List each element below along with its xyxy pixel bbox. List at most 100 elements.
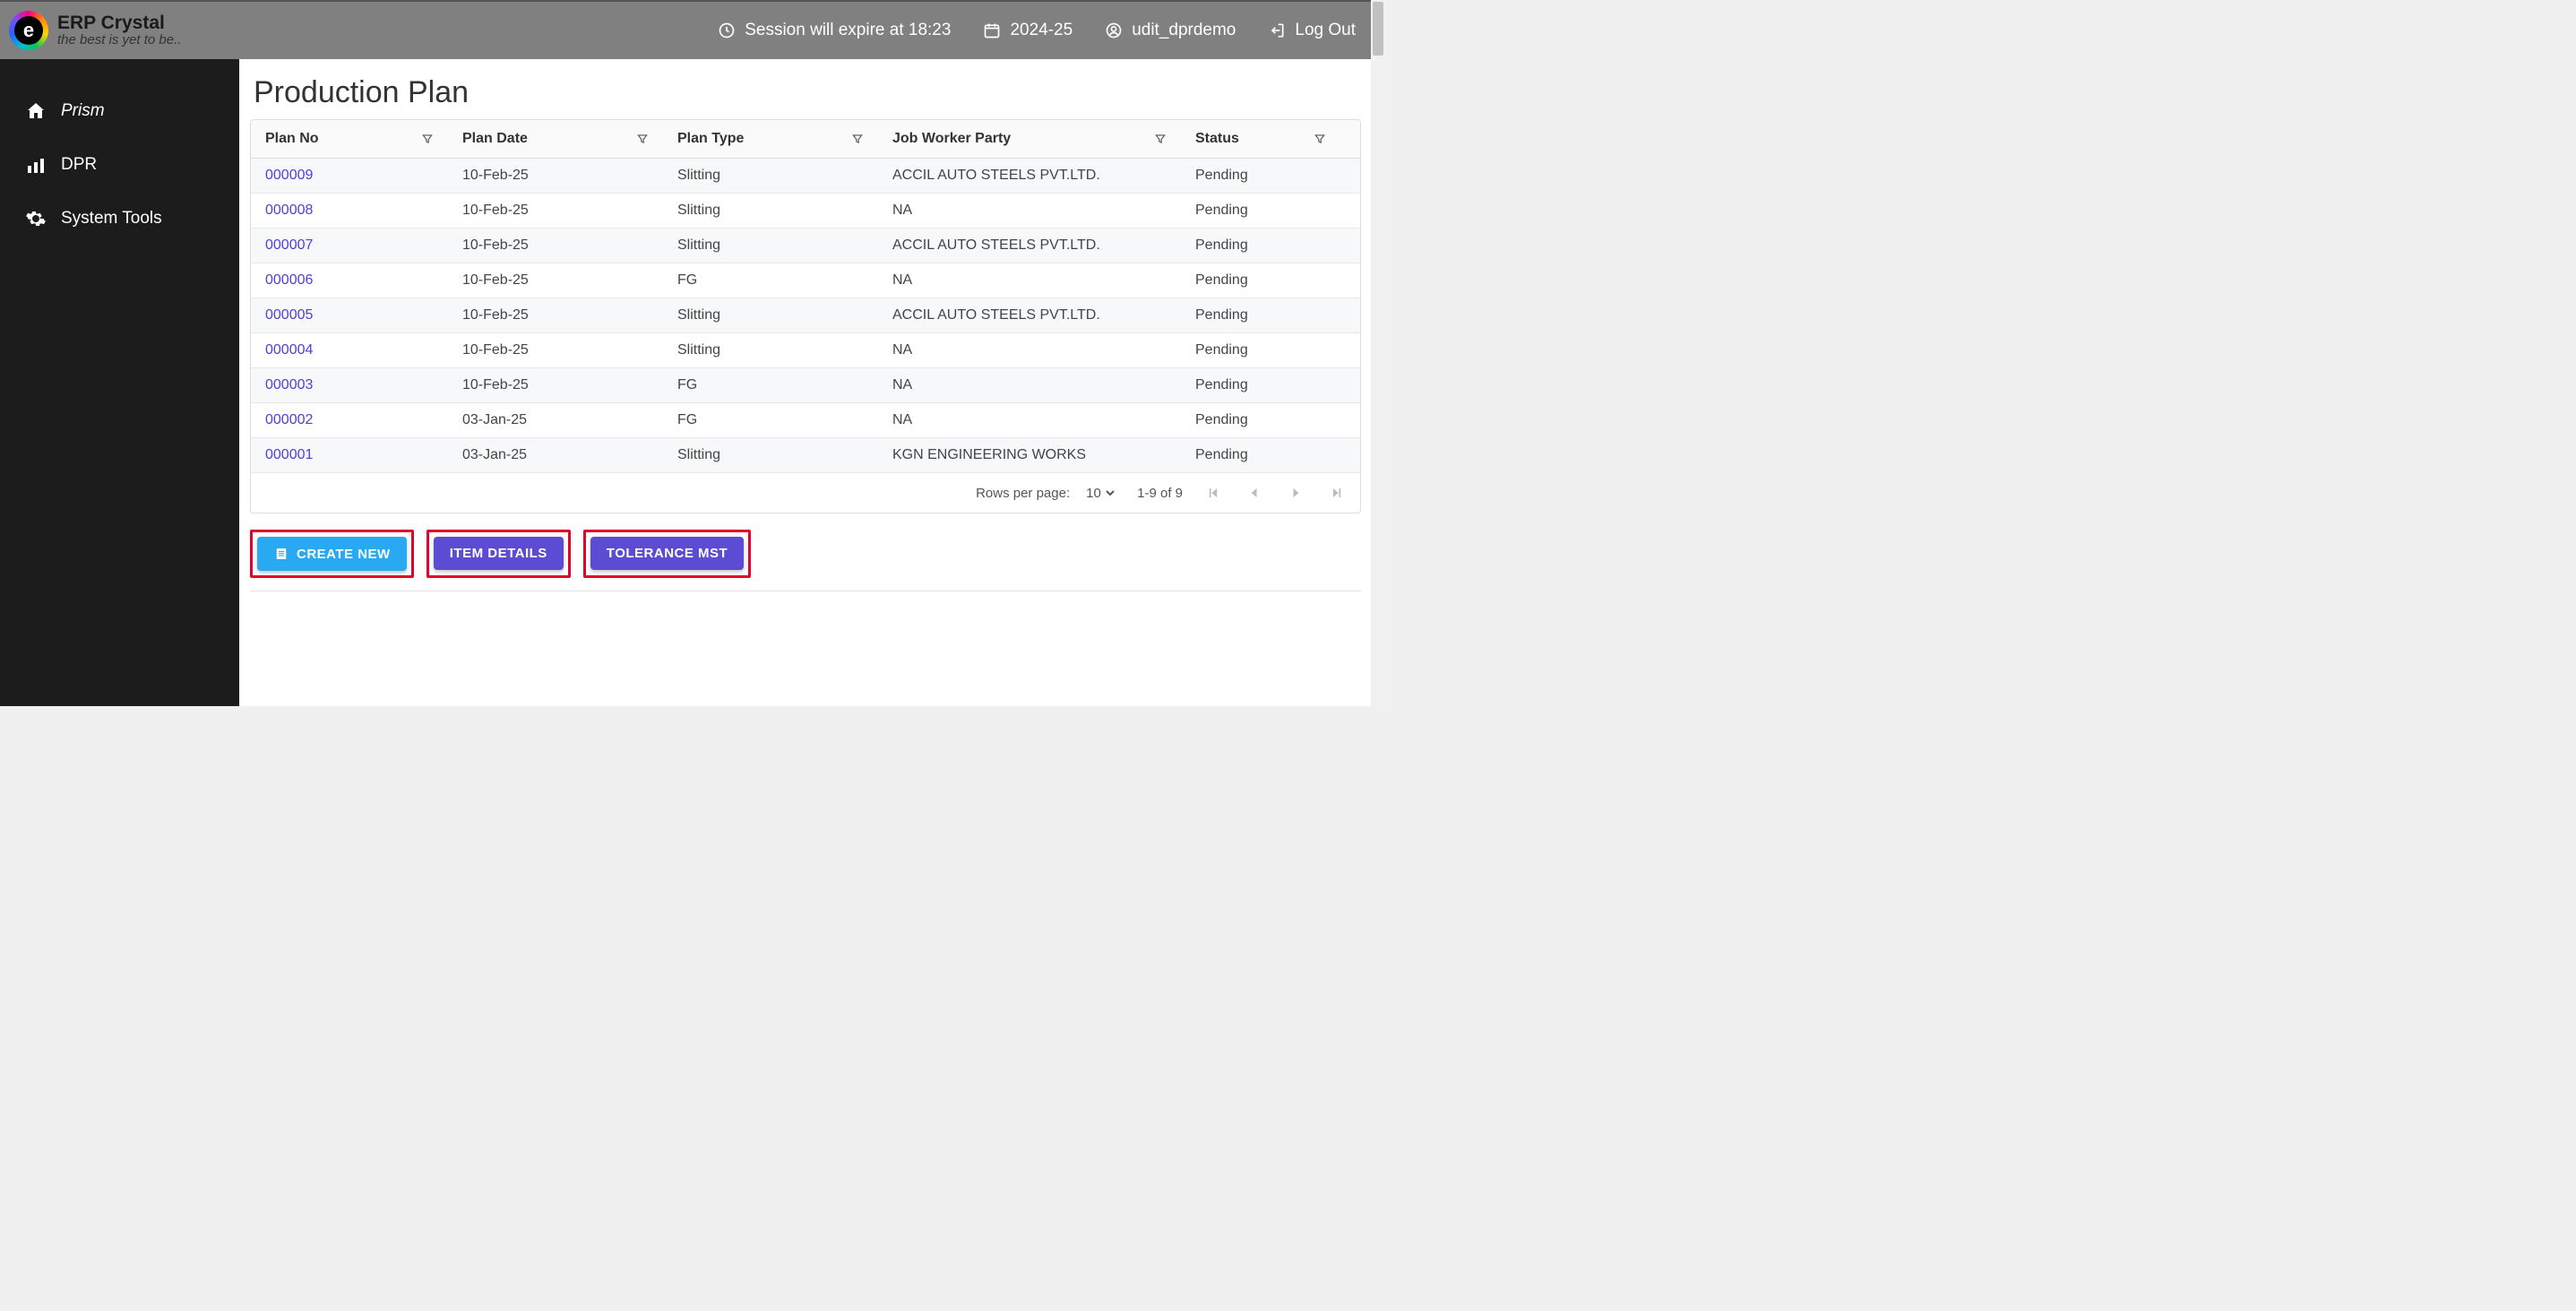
- document-icon: [273, 546, 289, 562]
- plan-no-link[interactable]: 000003: [251, 368, 448, 402]
- table-row: 00000410-Feb-25SlittingNAPending: [251, 333, 1360, 368]
- highlight-box: TOLERANCE MST: [583, 530, 751, 578]
- main-content: Production Plan Plan No Plan Date Plan T…: [239, 59, 1372, 706]
- sidebar-item-prism[interactable]: Prism: [0, 84, 239, 138]
- item-details-button[interactable]: ITEM DETAILS: [434, 537, 564, 570]
- pagination: Rows per page: 10 1-9 of 9: [251, 473, 1360, 513]
- column-header-status[interactable]: Status: [1181, 120, 1340, 158]
- table-row: 00000610-Feb-25FGNAPending: [251, 263, 1360, 298]
- last-page-button[interactable]: [1326, 482, 1348, 504]
- brand[interactable]: e ERP Crystal the best is yet to be..: [9, 11, 181, 50]
- job-worker-cell: NA: [878, 194, 1181, 228]
- plan-no-link[interactable]: 000004: [251, 333, 448, 367]
- job-worker-cell: ACCIL AUTO STEELS PVT.LTD.: [878, 229, 1181, 263]
- plan-no-link[interactable]: 000001: [251, 438, 448, 472]
- plan-type-cell: Slitting: [663, 229, 878, 263]
- plan-no-link[interactable]: 000008: [251, 194, 448, 228]
- plan-no-link[interactable]: 000002: [251, 403, 448, 437]
- column-header-job-worker-party[interactable]: Job Worker Party: [878, 120, 1181, 158]
- user-icon: [1105, 22, 1123, 39]
- column-label: Plan Type: [677, 131, 744, 147]
- scrollbar-thumb[interactable]: [1373, 2, 1383, 56]
- brand-title: ERP Crystal: [57, 13, 181, 32]
- plan-type-cell: FG: [663, 403, 878, 437]
- plan-type-cell: FG: [663, 263, 878, 298]
- next-page-button[interactable]: [1285, 482, 1306, 504]
- logout-button[interactable]: Log Out: [1268, 21, 1356, 40]
- user-menu[interactable]: udit_dprdemo: [1105, 21, 1236, 40]
- production-plan-table: Plan No Plan Date Plan Type Job Worker P…: [250, 119, 1361, 513]
- session-expiry: Session will expire at 18:23: [718, 21, 951, 40]
- button-label: TOLERANCE MST: [607, 546, 728, 561]
- tolerance-mst-button[interactable]: TOLERANCE MST: [590, 537, 744, 570]
- column-label: Plan No: [265, 131, 319, 147]
- job-worker-cell: ACCIL AUTO STEELS PVT.LTD.: [878, 298, 1181, 332]
- vertical-scrollbar[interactable]: [1371, 0, 1385, 706]
- status-cell: Pending: [1181, 159, 1340, 193]
- status-cell: Pending: [1181, 263, 1340, 298]
- table-header: Plan No Plan Date Plan Type Job Worker P…: [251, 120, 1360, 159]
- create-new-button[interactable]: CREATE NEW: [257, 537, 407, 571]
- plan-date-cell: 10-Feb-25: [448, 229, 663, 263]
- table-row: 00000510-Feb-25SlittingACCIL AUTO STEELS…: [251, 298, 1360, 333]
- table-body: 00000910-Feb-25SlittingACCIL AUTO STEELS…: [251, 159, 1360, 473]
- plan-date-cell: 03-Jan-25: [448, 438, 663, 472]
- page-title: Production Plan: [250, 75, 1361, 110]
- job-worker-cell: NA: [878, 403, 1181, 437]
- table-row: 00000810-Feb-25SlittingNAPending: [251, 194, 1360, 229]
- plan-no-link[interactable]: 000006: [251, 263, 448, 298]
- sidebar-item-label: DPR: [61, 155, 97, 175]
- column-label: Status: [1195, 131, 1239, 147]
- plan-type-cell: Slitting: [663, 194, 878, 228]
- first-page-button[interactable]: [1202, 482, 1224, 504]
- plan-date-cell: 03-Jan-25: [448, 403, 663, 437]
- user-name: udit_dprdemo: [1132, 21, 1236, 40]
- bar-chart-icon: [25, 154, 47, 176]
- logout-icon: [1268, 22, 1286, 39]
- sidebar-item-system-tools[interactable]: System Tools: [0, 192, 239, 246]
- rows-per-page-select[interactable]: 10: [1082, 485, 1117, 502]
- plan-date-cell: 10-Feb-25: [448, 159, 663, 193]
- plan-no-link[interactable]: 000009: [251, 159, 448, 193]
- filter-icon[interactable]: [421, 133, 434, 145]
- plan-date-cell: 10-Feb-25: [448, 194, 663, 228]
- plan-no-link[interactable]: 000007: [251, 229, 448, 263]
- clock-icon: [718, 22, 736, 39]
- status-cell: Pending: [1181, 333, 1340, 367]
- column-header-plan-no[interactable]: Plan No: [251, 120, 448, 158]
- table-row: 00000203-Jan-25FGNAPending: [251, 403, 1360, 438]
- rows-per-page-label: Rows per page:: [976, 486, 1070, 501]
- filter-icon[interactable]: [1314, 133, 1326, 145]
- highlight-box: CREATE NEW: [250, 530, 414, 578]
- plan-no-link[interactable]: 000005: [251, 298, 448, 332]
- gear-icon: [25, 208, 47, 229]
- table-row: 00000910-Feb-25SlittingACCIL AUTO STEELS…: [251, 159, 1360, 194]
- column-header-plan-type[interactable]: Plan Type: [663, 120, 878, 158]
- actions-row: CREATE NEW ITEM DETAILS TOLERANCE MST: [250, 530, 1361, 591]
- prev-page-button[interactable]: [1244, 482, 1265, 504]
- page-range: 1-9 of 9: [1137, 486, 1183, 501]
- filter-icon[interactable]: [851, 133, 864, 145]
- sidebar-item-label: System Tools: [61, 209, 162, 229]
- status-cell: Pending: [1181, 229, 1340, 263]
- brand-text: ERP Crystal the best is yet to be..: [57, 13, 181, 48]
- column-header-plan-date[interactable]: Plan Date: [448, 120, 663, 158]
- plan-type-cell: FG: [663, 368, 878, 402]
- job-worker-cell: ACCIL AUTO STEELS PVT.LTD.: [878, 159, 1181, 193]
- filter-icon[interactable]: [636, 133, 649, 145]
- button-label: CREATE NEW: [297, 547, 391, 562]
- brand-tagline: the best is yet to be..: [57, 32, 181, 48]
- status-cell: Pending: [1181, 403, 1340, 437]
- status-cell: Pending: [1181, 438, 1340, 472]
- sidebar: Prism DPR System Tools: [0, 59, 239, 706]
- filter-icon[interactable]: [1154, 133, 1167, 145]
- plan-date-cell: 10-Feb-25: [448, 333, 663, 367]
- table-row: 00000310-Feb-25FGNAPending: [251, 368, 1360, 403]
- job-worker-cell: NA: [878, 333, 1181, 367]
- table-row: 00000710-Feb-25SlittingACCIL AUTO STEELS…: [251, 229, 1360, 263]
- sidebar-item-dpr[interactable]: DPR: [0, 138, 239, 192]
- fiscal-year[interactable]: 2024-25: [983, 21, 1073, 40]
- status-cell: Pending: [1181, 194, 1340, 228]
- column-label: Job Worker Party: [892, 131, 1011, 147]
- topbar: e ERP Crystal the best is yet to be.. Se…: [0, 2, 1372, 59]
